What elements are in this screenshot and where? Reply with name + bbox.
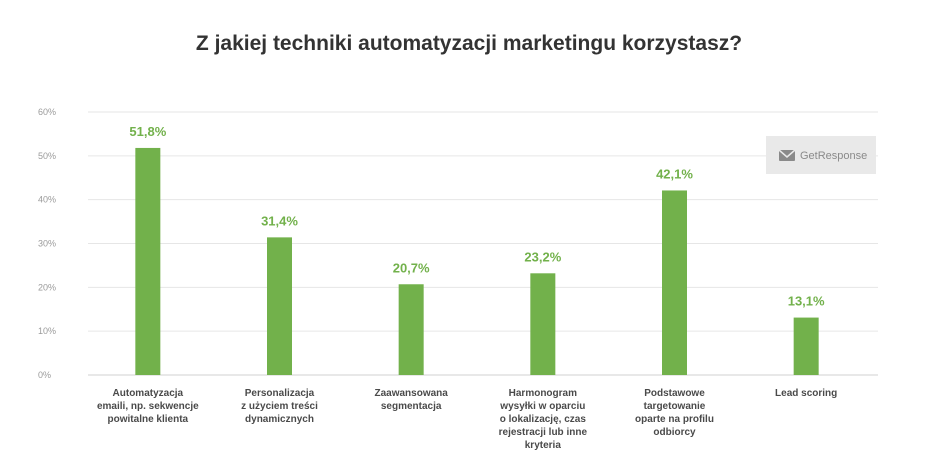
- logo-text: GetResponse: [800, 150, 867, 162]
- x-tick-label: Automatyzacja emaili, np. sekwencje powita…: [97, 388, 199, 425]
- data-labels: 51,8% 31,4% 20,7% 23,2% 42,1% 13,1%: [129, 124, 825, 309]
- y-axis-ticks: 0% 10% 20% 30% 40% 50% 60%: [38, 107, 56, 380]
- y-tick-label: 0%: [38, 370, 51, 380]
- data-label: 20,7%: [393, 260, 430, 275]
- chart-title: Z jakiej techniki automatyzacji marketin…: [196, 32, 742, 55]
- getresponse-logo: GetResponse: [766, 136, 876, 174]
- x-tick-label: Zaawansowana segmentacja: [374, 388, 448, 412]
- envelope-icon: [778, 149, 796, 161]
- bar: [398, 284, 424, 375]
- y-tick-label: 40%: [38, 195, 56, 205]
- data-label: 51,8%: [129, 124, 166, 139]
- bars: [135, 147, 819, 375]
- bar: [662, 190, 687, 375]
- y-tick-label: 50%: [38, 151, 56, 161]
- x-tick-label: Personalizacja z użyciem treści dynamiczny…: [241, 388, 318, 425]
- data-label: 31,4%: [261, 213, 298, 228]
- bar: [530, 273, 556, 375]
- x-tick-label: Harmonogram wysyłki w oparciu o lokalizacj…: [499, 388, 588, 451]
- data-label: 23,2%: [524, 249, 561, 264]
- bar: [793, 317, 819, 375]
- data-label: 13,1%: [788, 294, 825, 309]
- x-tick-label: Lead scoring: [775, 388, 837, 399]
- x-axis-labels: Automatyzacja emaili, np. sekwencje powita…: [97, 388, 837, 451]
- y-tick-label: 10%: [38, 326, 56, 336]
- x-tick-label: Podstawowe targetowanie oparte na profilu o…: [635, 388, 714, 438]
- gridlines: [88, 111, 878, 376]
- bar: [135, 147, 161, 375]
- bar: [267, 237, 292, 375]
- y-tick-label: 60%: [38, 107, 56, 117]
- y-tick-label: 30%: [38, 239, 56, 249]
- y-tick-label: 20%: [38, 282, 56, 292]
- data-label: 42,1%: [656, 166, 693, 181]
